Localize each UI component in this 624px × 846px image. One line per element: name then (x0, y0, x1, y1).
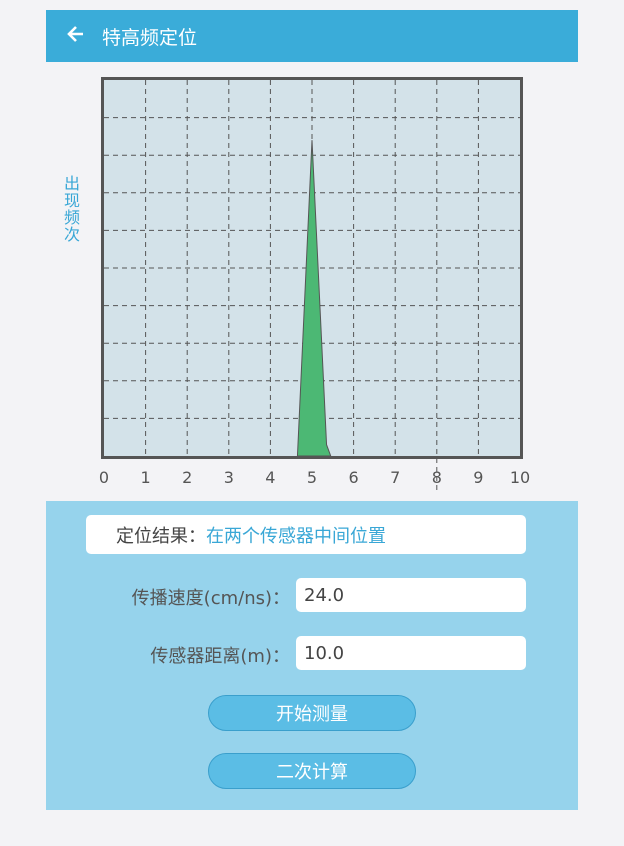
speed-label: 传播速度(cm/ns)： (131, 588, 290, 609)
x-tick-label: 10 (510, 468, 530, 487)
distance-row: 传感器距离(m)： (46, 636, 578, 670)
x-tick-label: 6 (349, 468, 359, 487)
frequency-chart: 0 1 2 3 4 5 6 7 8 9 10 (99, 77, 530, 492)
start-measure-button[interactable]: 开始测量 (208, 695, 416, 731)
distance-label: 传感器距离(m)： (150, 646, 290, 667)
x-tick-label: 3 (224, 468, 234, 487)
recalculate-button[interactable]: 二次计算 (208, 753, 416, 789)
result-value: 在两个传感器中间位置 (206, 525, 386, 547)
result-label: 定位结果： (116, 525, 206, 547)
header: 特高频定位 (46, 10, 578, 62)
distance-input[interactable] (296, 636, 526, 670)
arrow-left-icon[interactable] (66, 24, 88, 49)
x-tick-label: 4 (265, 468, 275, 487)
x-tick-label: 9 (473, 468, 483, 487)
control-panel: 定位结果： 在两个传感器中间位置 传播速度(cm/ns)： 传感器距离(m)： … (46, 501, 578, 810)
y-axis-label: 出现频次 (61, 175, 80, 243)
page-title: 特高频定位 (102, 26, 198, 49)
plot-frame (101, 77, 523, 459)
x-tick-label: 7 (390, 468, 400, 487)
speed-row: 传播速度(cm/ns)： (46, 578, 578, 612)
x-tick-label: 0 (99, 468, 109, 487)
x-tick-label: 1 (141, 468, 151, 487)
x-tick-label: 2 (182, 468, 192, 487)
speed-input[interactable] (296, 578, 526, 612)
x-tick-label: 5 (307, 468, 317, 487)
x-tick-label: 8 (432, 468, 442, 487)
result-box: 定位结果： 在两个传感器中间位置 (86, 515, 526, 554)
